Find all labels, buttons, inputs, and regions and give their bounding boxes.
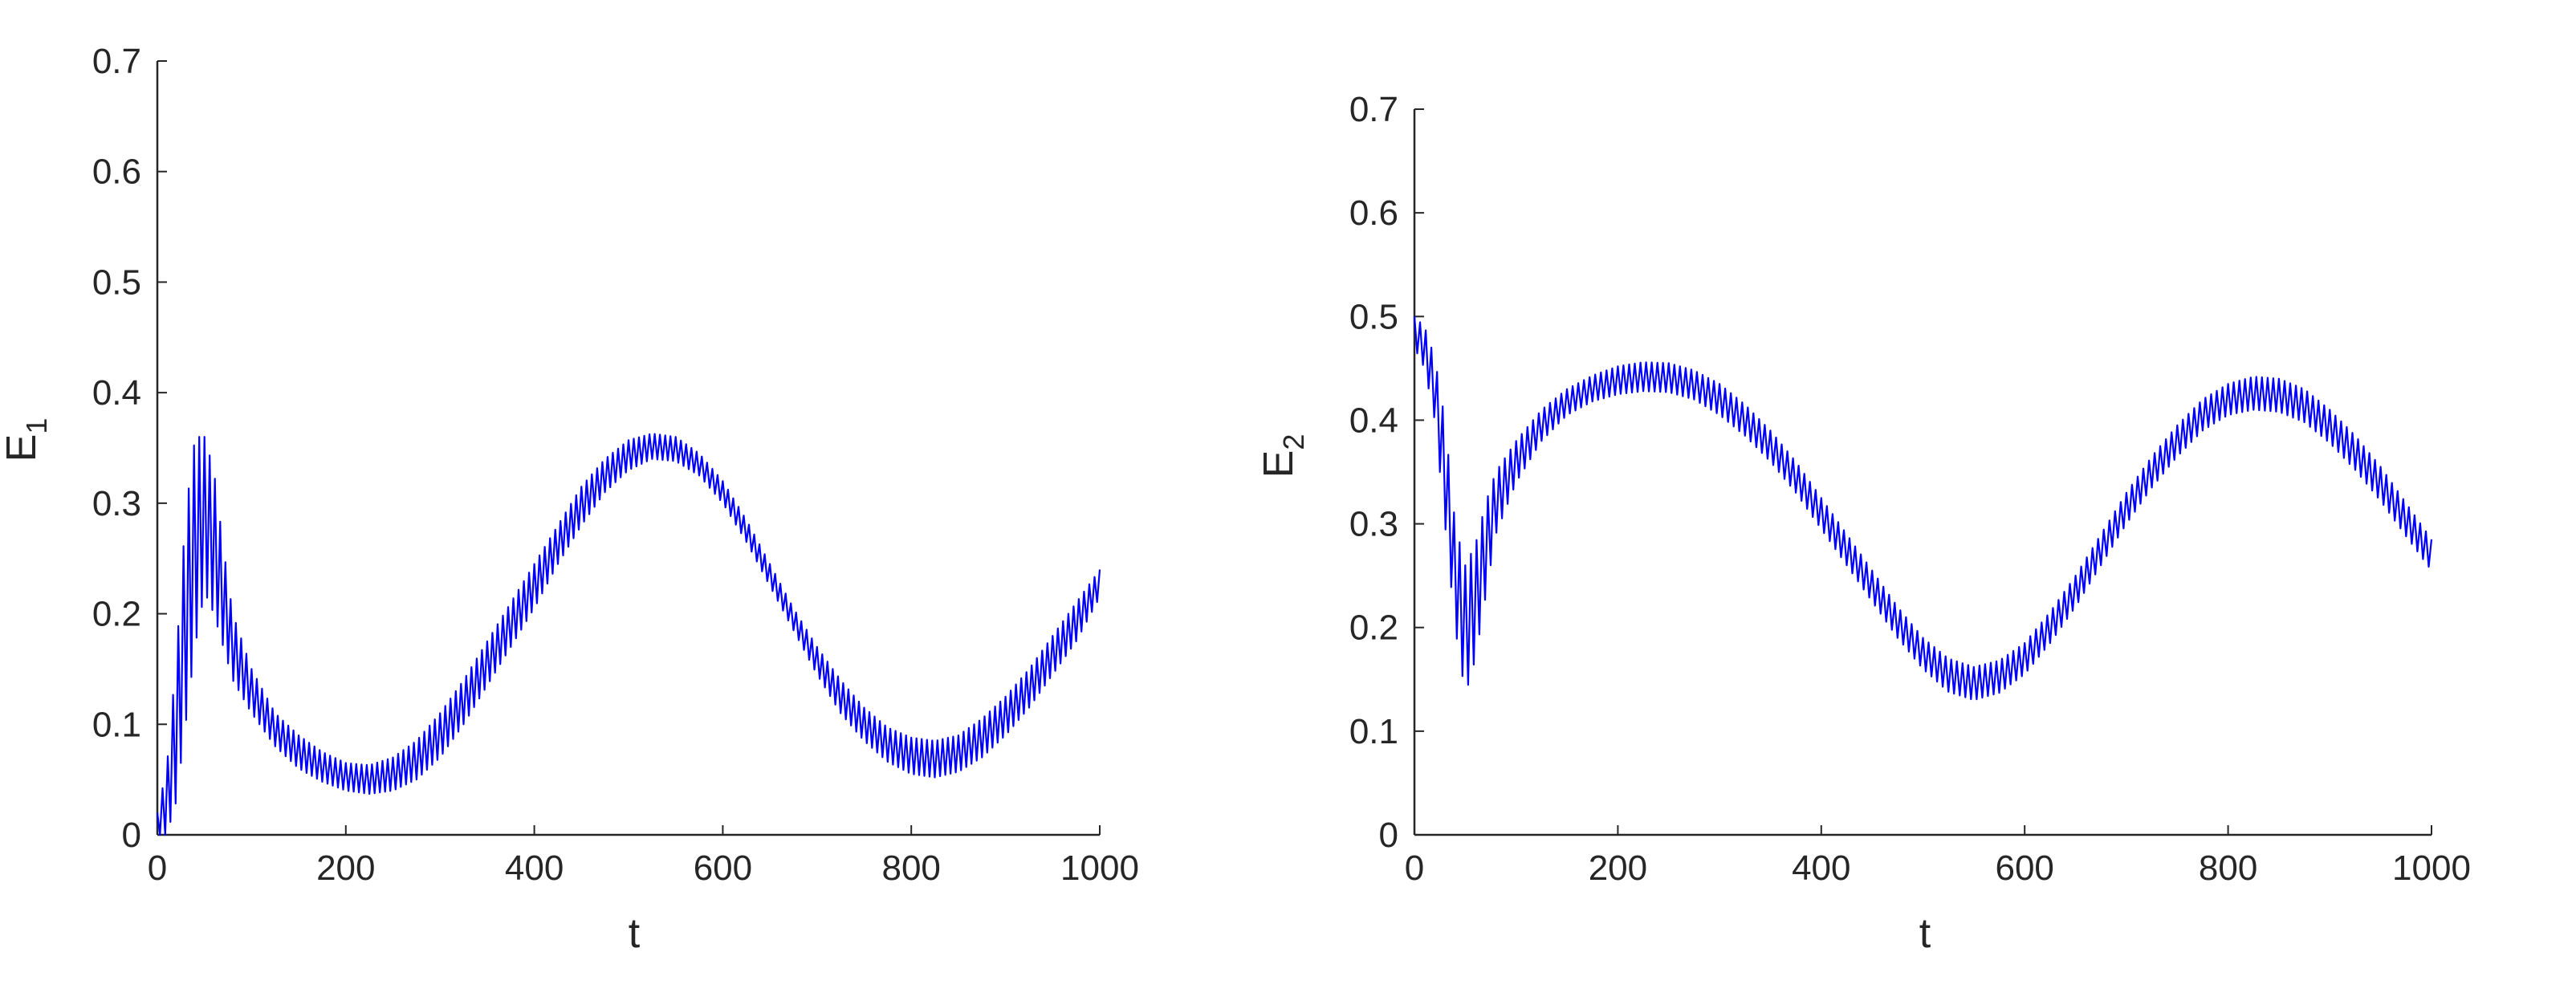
y-tick-label: 0.3 (1349, 505, 1398, 544)
y-tick-label: 0.1 (1349, 712, 1398, 751)
x-axis-label-e2: t (1919, 910, 1931, 957)
y-tick-label: 0.2 (1349, 608, 1398, 648)
y-tick-label: 0.2 (92, 595, 141, 634)
x-tick-label: 400 (505, 848, 564, 888)
y-tick-label: 0.7 (92, 42, 141, 81)
y-tick-label: 0.3 (92, 484, 141, 523)
y-axis-label-e2: E2 (1255, 434, 1310, 478)
x-tick-label: 1000 (1060, 848, 1139, 888)
x-tick-label: 800 (2199, 848, 2257, 888)
plot-area-e2: 0 200 400 600 800 1000 0 0.1 0.2 0.3 0.4 0.5 0.6 0.7 (1349, 90, 2471, 888)
x-tick-label: 600 (694, 848, 752, 888)
y-tick-label: 0 (122, 816, 141, 855)
series-line (156, 433, 1101, 836)
y-tick-label: 0.4 (92, 373, 141, 413)
y-tick-label: 0.1 (92, 705, 141, 744)
y-tick-label: 0.6 (1349, 193, 1398, 233)
x-tick-label: 600 (1995, 848, 2053, 888)
plot-area-e1: 0 200 400 600 800 1000 0 0.1 0.2 0.3 0.4 0.5 0.6 0.7 (92, 42, 1139, 888)
y-tick-label: 0.5 (1349, 297, 1398, 336)
x-tick-label: 400 (1792, 848, 1850, 888)
x-tick-label: 1000 (2392, 848, 2471, 888)
y-tick-label: 0.7 (1349, 90, 1398, 129)
x-tick-label: 0 (1405, 848, 1424, 888)
y-tick-label: 0.5 (92, 262, 141, 302)
x-axis-label-e1: t (629, 910, 641, 957)
x-tick-label: 0 (148, 848, 167, 888)
x-tick-label: 800 (881, 848, 940, 888)
y-tick-label: 0.4 (1349, 401, 1398, 440)
chart-e2: 0 200 400 600 800 100000.10.20.30.40.50.60.7 … (1255, 90, 2471, 957)
x-tick-label: 200 (316, 848, 375, 888)
y-tick-label: 0 (1379, 816, 1398, 855)
series-line (1413, 316, 2433, 701)
chart-e1: 0 200 400 600 800 100000.10.20.30.40.50.60.7 … (0, 42, 1139, 957)
x-tick-label: 200 (1589, 848, 1647, 888)
y-tick-label: 0.6 (92, 153, 141, 192)
y-axis-label-e1: E1 (0, 418, 53, 462)
